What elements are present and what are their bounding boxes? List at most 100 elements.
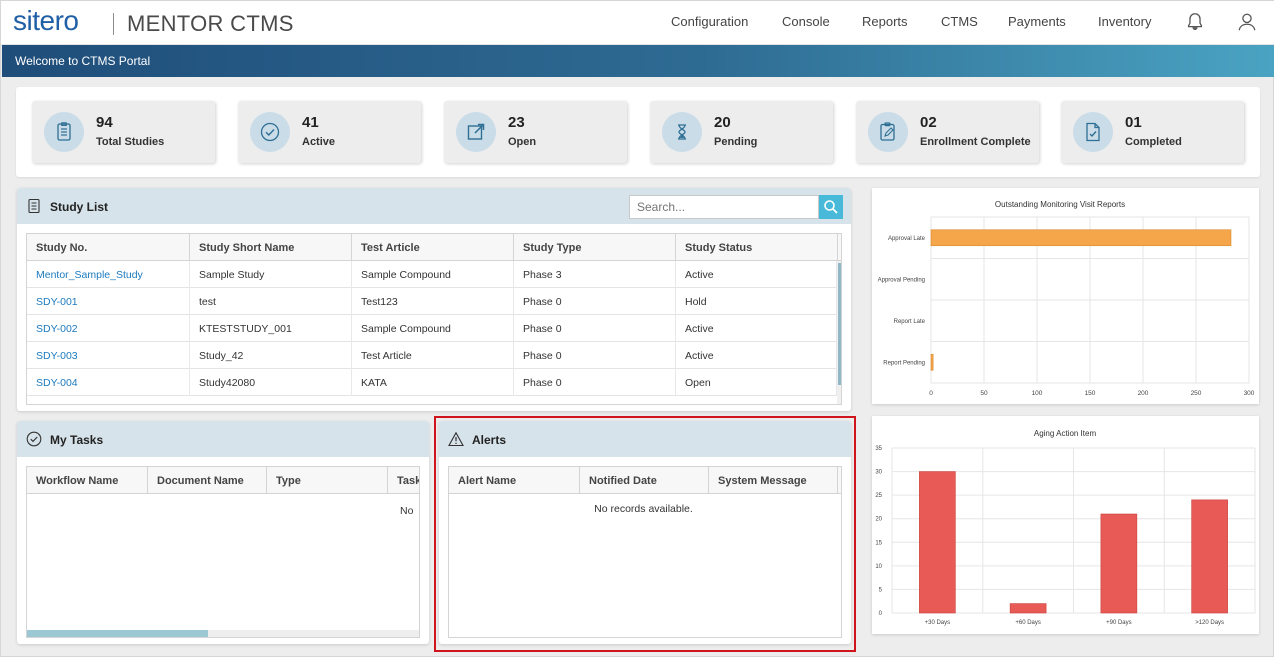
stat-label: Active [302, 136, 336, 148]
stat-label: Open [508, 136, 537, 148]
nav-console[interactable]: Console [782, 14, 830, 29]
study-no-link[interactable]: Mentor_Sample_Study [27, 261, 190, 288]
alerts-panel: Alerts Alert Name Notified Date System M… [439, 421, 851, 644]
column-task[interactable]: Task [388, 467, 419, 494]
column-notified-date[interactable]: Notified Date [580, 467, 709, 494]
monitoring-visit-reports-chart: Outstanding Monitoring Visit Reports 0 50 1… [872, 188, 1259, 404]
empty-message: No records available. [594, 503, 693, 515]
study-no-link[interactable]: SDY-002 [27, 315, 190, 342]
table-row[interactable]: SDY-004 Study42080 KATA Phase 0 Open [27, 369, 837, 396]
nav-inventory[interactable]: Inventory [1098, 14, 1152, 29]
y-tick-label: 30 [875, 470, 882, 476]
stat-enrollment-complete[interactable]: 02 Enrollment Complete [856, 101, 1039, 163]
study-no-link[interactable]: SDY-004 [27, 369, 190, 396]
search-button[interactable] [819, 195, 843, 219]
test-article-cell: Test123 [352, 288, 514, 315]
test-article-cell: Test Article [352, 342, 514, 369]
stat-label: Total Studies [96, 136, 165, 148]
table-header: Alert Name Notified Date System Message [449, 467, 841, 494]
aging-action-item-chart: Aging Action Item 0 5 10 15 20 25 30 35 +30 Days +… [872, 416, 1259, 634]
my-tasks-header: My Tasks [17, 421, 429, 457]
nav-ctms[interactable]: CTMS [941, 14, 978, 29]
column-test-article[interactable]: Test Article [352, 234, 514, 261]
y-tick-label: 10 [875, 564, 882, 570]
x-tick-label: +90 Days [1106, 620, 1132, 626]
nav-reports[interactable]: Reports [862, 14, 908, 29]
study-status-cell: Active [676, 261, 837, 288]
study-short-name-cell: Study42080 [190, 369, 352, 396]
my-tasks-table: Workflow Name Document Name Type Task No [26, 466, 420, 638]
y-tick-label: 5 [879, 587, 883, 593]
alerts-header: Alerts [439, 421, 851, 457]
nav-payments[interactable]: Payments [1008, 14, 1066, 29]
stat-label: Completed [1125, 136, 1182, 148]
column-document-name[interactable]: Document Name [148, 467, 267, 494]
y-tick-label: Report Late [894, 319, 926, 325]
stat-value: 23 [508, 114, 525, 131]
study-search-input[interactable] [629, 195, 819, 219]
sitero-logo[interactable]: sitero [13, 5, 79, 36]
x-tick-label: 200 [1138, 390, 1149, 397]
study-short-name-cell: Study_42 [190, 342, 352, 369]
x-tick-label: 250 [1191, 390, 1202, 397]
stat-completed[interactable]: 01 Completed [1061, 101, 1244, 163]
study-no-link[interactable]: SDY-001 [27, 288, 190, 315]
stat-label: Pending [714, 136, 758, 148]
y-tick-label: 35 [875, 446, 882, 452]
external-link-icon [456, 112, 496, 152]
user-icon[interactable] [1236, 11, 1258, 33]
study-type-cell: Phase 3 [514, 261, 676, 288]
study-type-cell: Phase 0 [514, 342, 676, 369]
stat-label: Enrollment Complete [920, 136, 1031, 148]
x-tick-label: 100 [1032, 390, 1043, 397]
stat-total-studies[interactable]: 94 Total Studies [32, 101, 215, 163]
table-row[interactable]: Mentor_Sample_Study Sample Study Sample … [27, 261, 837, 288]
y-tick-label: 25 [875, 493, 882, 499]
bar [1100, 513, 1138, 614]
table-row[interactable]: SDY-003 Study_42 Test Article Phase 0 Ac… [27, 342, 837, 369]
check-circle-icon [26, 431, 42, 447]
scrollbar-thumb[interactable] [27, 630, 208, 637]
bar [919, 471, 956, 614]
scrollbar-thumb[interactable] [838, 263, 841, 385]
column-study-no[interactable]: Study No. [27, 234, 190, 261]
vertical-scrollbar[interactable] [837, 261, 841, 404]
column-study-short-name[interactable]: Study Short Name [190, 234, 352, 261]
y-tick-label: Report Pending [883, 360, 925, 366]
y-tick-label: Approval Pending [878, 277, 925, 283]
column-study-type[interactable]: Study Type [514, 234, 676, 261]
table-header: Study No. Study Short Name Test Article … [27, 234, 841, 261]
stat-open[interactable]: 23 Open [444, 101, 627, 163]
study-status-cell: Hold [676, 288, 837, 315]
study-short-name-cell: Sample Study [190, 261, 352, 288]
study-type-cell: Phase 0 [514, 369, 676, 396]
bar [930, 229, 1232, 247]
table-row[interactable]: SDY-002 KTESTSTUDY_001 Sample Compound P… [27, 315, 837, 342]
stat-pending[interactable]: 20 Pending [650, 101, 833, 163]
study-status-cell: Open [676, 369, 837, 396]
column-type[interactable]: Type [267, 467, 388, 494]
stat-active[interactable]: 41 Active [238, 101, 421, 163]
study-list-panel: Study List Study No. Study Short Name Te… [17, 188, 851, 411]
y-tick-label: 0 [879, 611, 883, 617]
x-tick-label: >120 Days [1195, 620, 1224, 626]
column-system-message[interactable]: System Message [709, 467, 838, 494]
table-row[interactable]: SDY-001 test Test123 Phase 0 Hold [27, 288, 837, 315]
list-document-icon [26, 198, 42, 214]
chart-title: Aging Action Item [1034, 429, 1097, 438]
study-list-title: Study List [50, 200, 109, 214]
alerts-title: Alerts [472, 433, 507, 447]
chart-title: Outstanding Monitoring Visit Reports [995, 200, 1125, 209]
study-no-link[interactable]: SDY-003 [27, 342, 190, 369]
column-alert-name[interactable]: Alert Name [449, 467, 580, 494]
warning-triangle-icon [448, 431, 464, 447]
y-tick-label: 20 [875, 517, 882, 523]
column-workflow-name[interactable]: Workflow Name [27, 467, 148, 494]
stat-value: 20 [714, 114, 731, 131]
stat-value: 94 [96, 114, 113, 131]
table-header: Workflow Name Document Name Type Task [27, 467, 419, 494]
nav-configuration[interactable]: Configuration [671, 14, 749, 29]
horizontal-scrollbar[interactable] [27, 630, 419, 637]
column-study-status[interactable]: Study Status [676, 234, 838, 261]
bell-icon[interactable] [1184, 11, 1206, 33]
